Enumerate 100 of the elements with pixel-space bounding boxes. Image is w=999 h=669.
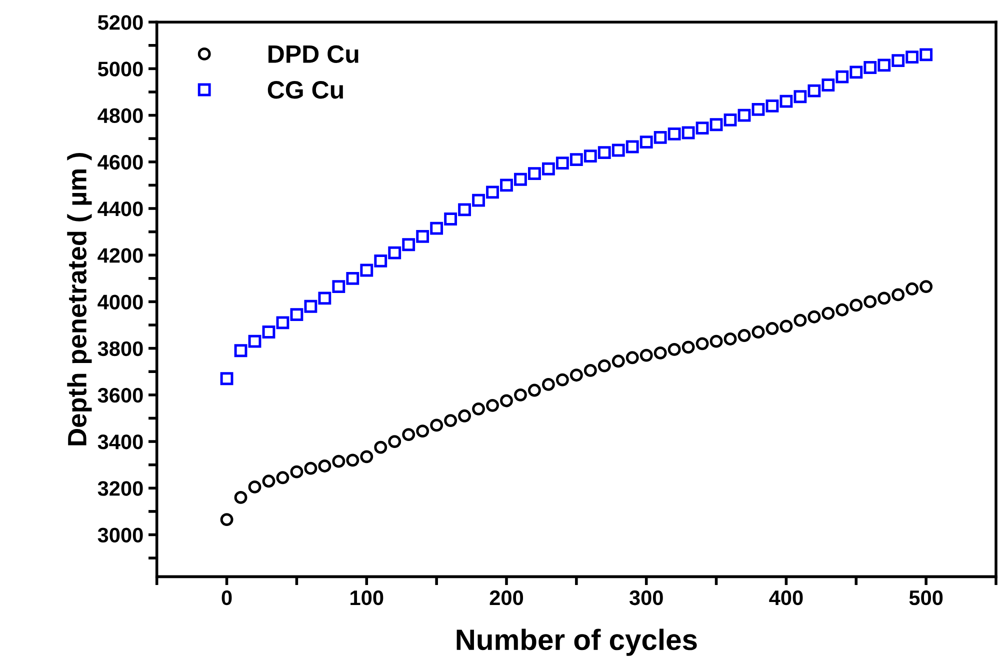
x-tick-label: 0 <box>222 590 232 606</box>
legend-label: DPD Cu <box>268 45 358 63</box>
y-tick-label: 4200 <box>98 248 143 263</box>
point <box>598 359 611 372</box>
point <box>864 295 877 308</box>
point <box>906 50 919 64</box>
point <box>528 167 541 180</box>
point <box>262 326 276 338</box>
point <box>822 306 835 320</box>
point <box>248 480 262 494</box>
point <box>402 428 416 441</box>
point <box>752 326 765 338</box>
point <box>724 113 737 126</box>
point <box>626 140 639 154</box>
point <box>500 178 513 192</box>
point <box>276 471 290 484</box>
point <box>290 308 304 321</box>
point <box>696 122 709 135</box>
point <box>444 414 458 428</box>
point <box>416 424 430 438</box>
point <box>514 388 527 402</box>
point <box>864 61 877 74</box>
point <box>850 66 863 79</box>
point <box>234 344 248 358</box>
point <box>500 394 513 408</box>
point <box>892 54 905 67</box>
point <box>766 322 779 335</box>
point <box>234 490 248 504</box>
point <box>710 118 723 132</box>
point <box>738 329 751 342</box>
x-tick-label: 400 <box>769 590 803 606</box>
point <box>626 351 639 364</box>
y-tick-label: 4800 <box>98 108 143 124</box>
point <box>290 465 304 478</box>
y-tick-label: 4600 <box>98 154 143 170</box>
point <box>752 103 765 116</box>
point <box>836 303 849 316</box>
point <box>276 316 290 330</box>
point <box>486 186 499 199</box>
point <box>640 136 653 149</box>
point <box>220 513 234 526</box>
point <box>458 203 471 216</box>
point <box>808 310 821 324</box>
point <box>514 172 527 186</box>
point <box>598 146 611 160</box>
point <box>668 127 681 140</box>
point <box>920 48 933 62</box>
point <box>878 292 891 305</box>
point <box>794 314 807 327</box>
point <box>724 332 737 346</box>
point <box>304 300 318 313</box>
y-tick-label: 3200 <box>98 481 143 496</box>
x-tick-label: 300 <box>629 590 663 606</box>
point <box>612 144 625 157</box>
point <box>696 337 709 350</box>
point <box>388 246 402 260</box>
point <box>416 230 430 243</box>
point <box>822 78 835 92</box>
point <box>584 150 597 163</box>
point <box>556 156 569 170</box>
point <box>430 222 444 235</box>
point <box>584 364 597 377</box>
point <box>668 343 681 356</box>
point <box>346 454 360 467</box>
y-tick-label: 3800 <box>98 341 143 356</box>
point <box>486 398 499 412</box>
point <box>654 346 667 360</box>
point <box>220 372 234 386</box>
point <box>318 460 332 472</box>
point <box>682 340 695 354</box>
point <box>262 474 276 488</box>
point <box>458 409 471 422</box>
point <box>906 282 919 296</box>
point <box>430 418 444 432</box>
point <box>528 384 541 397</box>
point <box>402 238 416 252</box>
point <box>682 126 695 140</box>
point <box>374 440 388 454</box>
legend-label: CG Cu <box>268 81 343 99</box>
x-axis-title: Number of cycles <box>456 628 697 656</box>
y-tick-label: 3400 <box>98 434 143 450</box>
point <box>248 334 262 348</box>
point <box>738 108 751 122</box>
point <box>360 450 374 464</box>
y-tick-label: 4400 <box>98 202 143 216</box>
point <box>472 402 485 416</box>
point <box>570 368 583 382</box>
point <box>794 90 807 104</box>
point <box>360 264 374 277</box>
y-tick-label: 3000 <box>98 528 143 543</box>
point <box>332 454 346 468</box>
x-tick-label: 500 <box>909 590 943 606</box>
point <box>836 70 849 84</box>
point <box>780 320 793 333</box>
point <box>710 334 723 348</box>
point <box>878 58 891 72</box>
point <box>472 194 485 207</box>
x-tick-label: 100 <box>350 590 384 606</box>
y-tick-label: 3600 <box>98 388 143 403</box>
point <box>654 130 667 144</box>
